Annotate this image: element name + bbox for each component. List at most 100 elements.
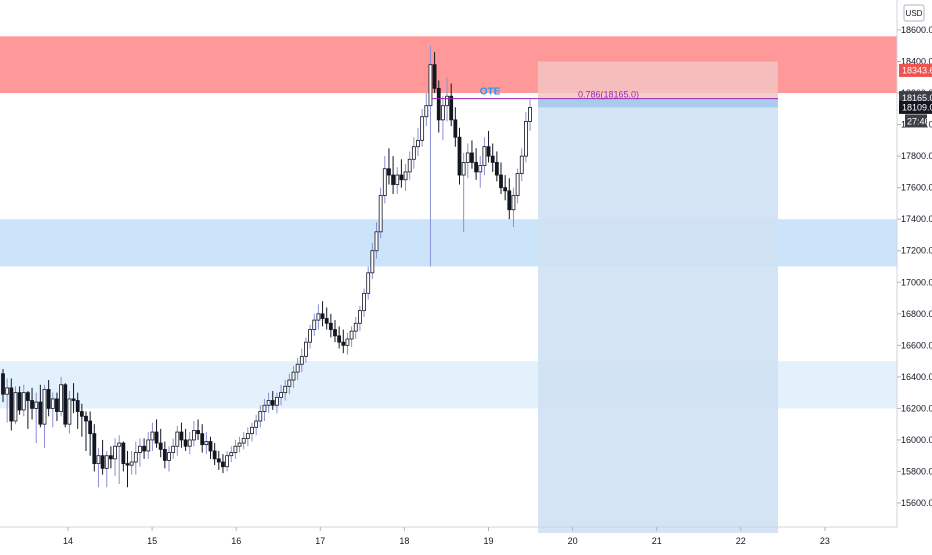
candle-body[interactable] [337,335,342,343]
candle-body[interactable] [254,420,259,428]
candle-body[interactable] [357,310,362,324]
candle-body[interactable] [490,155,495,163]
candle-body[interactable] [283,385,288,394]
candle-body[interactable] [237,442,242,447]
candle-body[interactable] [494,162,499,176]
candle-body[interactable] [424,105,429,118]
candle-body[interactable] [353,322,358,332]
candle-body[interactable] [258,411,263,422]
candle-body[interactable] [17,392,22,411]
candle-body[interactable] [13,392,18,422]
candle-body[interactable] [63,384,68,425]
candle-body[interactable] [345,338,350,346]
candle-body[interactable] [229,452,234,457]
candle-body[interactable] [453,119,458,138]
candle-body[interactable] [162,448,167,461]
candle-body[interactable] [225,455,230,468]
candle-body[interactable] [287,379,292,387]
candle-body[interactable] [200,433,205,446]
candle-body[interactable] [465,152,470,163]
candle-body[interactable] [179,431,184,441]
candle-body[interactable] [445,95,449,107]
candle-body[interactable] [295,363,300,373]
candle-body[interactable] [299,355,304,365]
candle-body[interactable] [457,136,462,176]
candle-body[interactable] [5,387,10,395]
candle-body[interactable] [250,426,254,435]
candle-body[interactable] [208,441,213,452]
candle-body[interactable] [515,173,520,196]
candle-body[interactable] [387,168,391,176]
candle-body[interactable] [399,174,404,181]
candle-body[interactable] [109,455,113,460]
candle-body[interactable] [55,398,59,412]
candle-body[interactable] [449,95,454,121]
candle-body[interactable] [167,452,171,461]
candle-body[interactable] [519,155,524,174]
candle-body[interactable] [270,400,275,406]
candle-body[interactable] [503,187,508,192]
price-axis[interactable]: 15600.0 15800.0 16000.0 16200.0 16400.0 16600… [897,25,932,508]
candle-body[interactable] [196,430,200,435]
currency-selector[interactable]: USD [903,4,925,22]
candle-body[interactable] [88,420,93,435]
candle-body[interactable] [304,341,308,357]
candle-body[interactable] [482,146,487,166]
candle-body[interactable] [75,400,80,412]
candle-body[interactable] [46,389,51,409]
candle-body[interactable] [274,396,279,406]
candle-body[interactable] [50,398,55,409]
candle-body[interactable] [216,458,221,463]
candle-body[interactable] [150,431,155,441]
candle-body[interactable] [171,445,176,453]
candle-body[interactable] [121,442,126,464]
candle-body[interactable] [524,121,528,157]
candle-body[interactable] [187,439,192,447]
candle-body[interactable] [395,174,400,185]
candle-body[interactable] [362,292,366,312]
candle-body[interactable] [432,64,437,89]
candle-body[interactable] [328,322,333,330]
candle-body[interactable] [212,450,217,460]
candle-body[interactable] [142,445,147,452]
candle-body[interactable] [266,400,271,406]
candle-body[interactable] [96,455,101,464]
candle-body[interactable] [71,398,76,401]
candle-body[interactable] [403,171,408,181]
candle-body[interactable] [474,162,479,173]
candle-body[interactable] [154,431,159,444]
candle-body[interactable] [528,107,532,122]
candle-body[interactable] [191,430,196,441]
candle-body[interactable] [511,195,516,211]
candle-body[interactable] [461,162,466,176]
candle-body[interactable] [374,231,379,252]
candle-body[interactable] [233,445,238,453]
candle-body[interactable] [104,455,109,469]
candle-body[interactable] [316,313,321,321]
candle-body[interactable] [204,441,209,446]
candle-body[interactable] [486,146,491,157]
candle-body[interactable] [411,146,416,160]
candle-body[interactable] [21,392,26,411]
candle-body[interactable] [129,461,134,466]
candle-body[interactable] [113,445,117,460]
candle-body[interactable] [221,461,225,468]
candle-body[interactable] [416,139,420,148]
candle-body[interactable] [38,401,43,425]
candle-body[interactable] [324,318,329,324]
candle-body[interactable] [241,437,246,444]
candle-body[interactable] [341,341,346,346]
candle-body[interactable] [320,313,325,319]
candle-body[interactable] [138,445,142,453]
candle-body[interactable] [25,392,30,401]
candle-body[interactable] [67,398,72,425]
short-position-tool[interactable] [538,61,778,533]
position-target-area[interactable] [538,107,778,533]
candle-body[interactable] [79,411,84,417]
candle-body[interactable] [440,105,445,121]
candle-body[interactable] [312,319,317,330]
candle-body[interactable] [333,329,337,337]
candle-body[interactable] [470,152,474,163]
candle-body[interactable] [382,168,387,196]
